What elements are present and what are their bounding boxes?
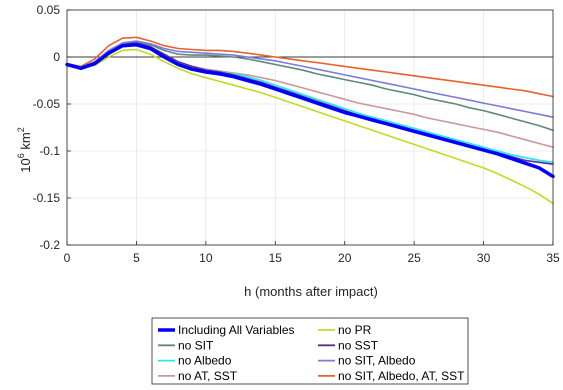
- x-tick-label: 25: [407, 251, 421, 265]
- x-tick-label: 5: [133, 251, 140, 265]
- y-axis-label-exp: 6: [16, 153, 26, 158]
- series-line-no-sit-albedo-at-sst: [66, 36, 554, 98]
- y-tick-label: -0.05: [33, 97, 61, 111]
- legend-label-no-albedo: no Albedo: [178, 354, 232, 368]
- y-tick-label: -0.1: [39, 144, 60, 158]
- y-axis-label-unit: km: [18, 132, 33, 153]
- plot-frame: [66, 9, 554, 246]
- y-tick-label: -0.15: [33, 191, 61, 205]
- x-tick-label: 10: [199, 251, 213, 265]
- legend-label-including-all-variables: Including All Variables: [178, 323, 295, 337]
- y-tick-label: -0.2: [39, 238, 60, 252]
- x-tick-label: 30: [477, 251, 491, 265]
- series-line-including-all-variables: [65, 43, 555, 179]
- legend: Including All Variables no PR no SIT no SST…: [151, 317, 469, 385]
- legend-label-no-sst: no SST: [338, 338, 379, 352]
- x-tick-label: 15: [269, 251, 283, 265]
- y-axis-label-base: 10: [18, 158, 33, 172]
- series-line-no-pr: [66, 48, 554, 205]
- legend-label-no-sit-albedo-at-sst: no SIT, Albedo, AT, SST: [338, 369, 465, 383]
- x-tick-label: 0: [64, 251, 71, 265]
- y-axis-label: 106 km2: [16, 127, 33, 172]
- y-tick-label: 0.05: [37, 3, 61, 17]
- legend-label-no-sit-albedo: no SIT, Albedo: [338, 354, 416, 368]
- y-tick-label: 0: [53, 50, 60, 64]
- series-line-no-sit: [66, 41, 554, 132]
- x-tick-label: 35: [546, 251, 560, 265]
- series-group: [65, 36, 555, 205]
- legend-label-no-at-sst: no AT, SST: [178, 369, 238, 383]
- y-tick-labels: 0.05 0 -0.05 -0.1 -0.15 -0.2: [33, 3, 61, 252]
- x-tick-label: 20: [338, 251, 352, 265]
- legend-label-no-pr: no PR: [338, 323, 372, 337]
- legend-box: [151, 317, 469, 385]
- x-tick-labels: 0 5 10 15 20 25 30 35: [64, 251, 560, 265]
- series-line-no-sit-albedo: [66, 40, 554, 118]
- axis-ticks: [66, 9, 554, 246]
- x-axis-label: h (months after impact): [244, 284, 378, 299]
- y-axis-label-unit-exp: 2: [16, 127, 26, 132]
- legend-label-no-sit: no SIT: [178, 338, 214, 352]
